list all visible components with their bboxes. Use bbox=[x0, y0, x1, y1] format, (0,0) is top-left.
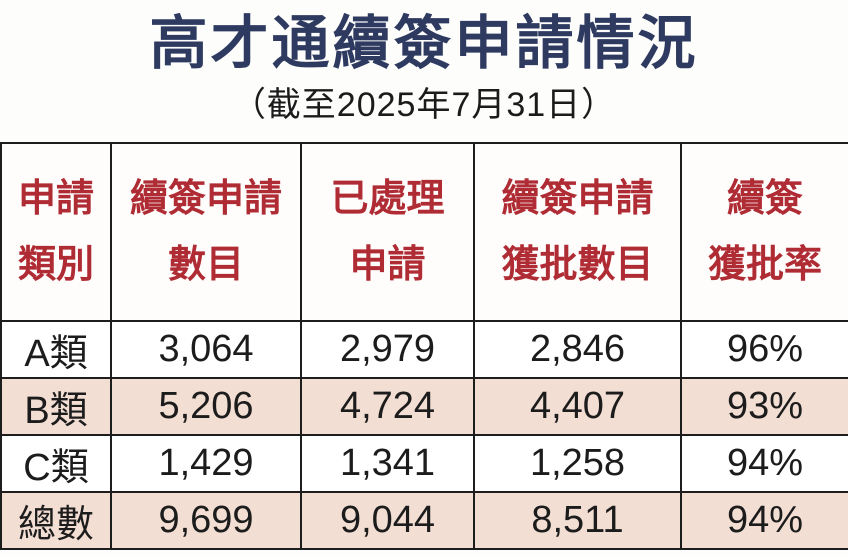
cell-category: C類 bbox=[0, 434, 112, 493]
cell-approved: 1,258 bbox=[473, 434, 682, 493]
cell-category: B類 bbox=[0, 377, 112, 436]
cell-rate: 93% bbox=[680, 377, 848, 436]
infographic: 高才通續簽申請情況 （截至2025年7月31日） 申請 類別 續簽申請 數目 已… bbox=[0, 6, 848, 550]
header-approved-line2: 獲批數目 bbox=[501, 244, 654, 286]
header-processed-line1: 已處理 bbox=[330, 177, 445, 220]
cell-applications: 5,206 bbox=[110, 377, 302, 436]
table-row-a: A類 3,064 2,979 2,846 96% bbox=[0, 320, 848, 379]
cell-applications: 3,064 bbox=[110, 320, 302, 379]
page-subtitle: （截至2025年7月31日） bbox=[231, 86, 617, 124]
header-cell-approved: 續簽申請 獲批數目 bbox=[473, 142, 682, 322]
header-processed-line2: 申請 bbox=[349, 244, 426, 286]
cell-approved: 8,511 bbox=[473, 491, 682, 550]
header-category-line1: 申請 bbox=[17, 177, 94, 220]
table-row-total: 總數 9,699 9,044 8,511 94% bbox=[0, 491, 848, 550]
cell-rate: 94% bbox=[680, 491, 848, 550]
header-approved-line1: 續簽申請 bbox=[501, 177, 654, 220]
header-cell-category: 申請 類別 bbox=[0, 142, 112, 322]
table-row-c: C類 1,429 1,341 1,258 94% bbox=[0, 434, 848, 493]
renewal-applications-table: 申請 類別 續簽申請 數目 已處理 申請 續簽申請 獲批數目 續簽 獲批率 bbox=[0, 142, 848, 550]
table-row-b: B類 5,206 4,724 4,407 93% bbox=[0, 377, 848, 436]
header-category-line2: 類別 bbox=[17, 244, 94, 286]
header-cell-processed: 已處理 申請 bbox=[300, 142, 475, 322]
page-title: 高才通續簽申請情況 bbox=[149, 11, 699, 76]
cell-rate: 96% bbox=[680, 320, 848, 379]
header-applications-line2: 數目 bbox=[167, 244, 244, 286]
table-header: 申請 類別 續簽申請 數目 已處理 申請 續簽申請 獲批數目 續簽 獲批率 bbox=[0, 142, 848, 322]
cell-applications: 1,429 bbox=[110, 434, 302, 493]
cell-rate: 94% bbox=[680, 434, 848, 493]
cell-applications: 9,699 bbox=[110, 491, 302, 550]
table-body: A類 3,064 2,979 2,846 96% B類 5,206 4,724 … bbox=[0, 320, 848, 550]
cell-approved: 2,846 bbox=[473, 320, 682, 379]
header-rate-line1: 續簽 bbox=[726, 177, 803, 220]
cell-processed: 2,979 bbox=[300, 320, 475, 379]
cell-processed: 4,724 bbox=[300, 377, 475, 436]
cell-category: A類 bbox=[0, 320, 112, 379]
cell-approved: 4,407 bbox=[473, 377, 682, 436]
cell-processed: 1,341 bbox=[300, 434, 475, 493]
cell-category: 總數 bbox=[0, 491, 112, 550]
header-rate-line2: 獲批率 bbox=[707, 244, 822, 286]
header-cell-rate: 續簽 獲批率 bbox=[680, 142, 848, 322]
table-header-row: 申請 類別 續簽申請 數目 已處理 申請 續簽申請 獲批數目 續簽 獲批率 bbox=[0, 142, 848, 322]
header-cell-applications: 續簽申請 數目 bbox=[110, 142, 302, 322]
header-applications-line1: 續簽申請 bbox=[129, 177, 282, 220]
cell-processed: 9,044 bbox=[300, 491, 475, 550]
